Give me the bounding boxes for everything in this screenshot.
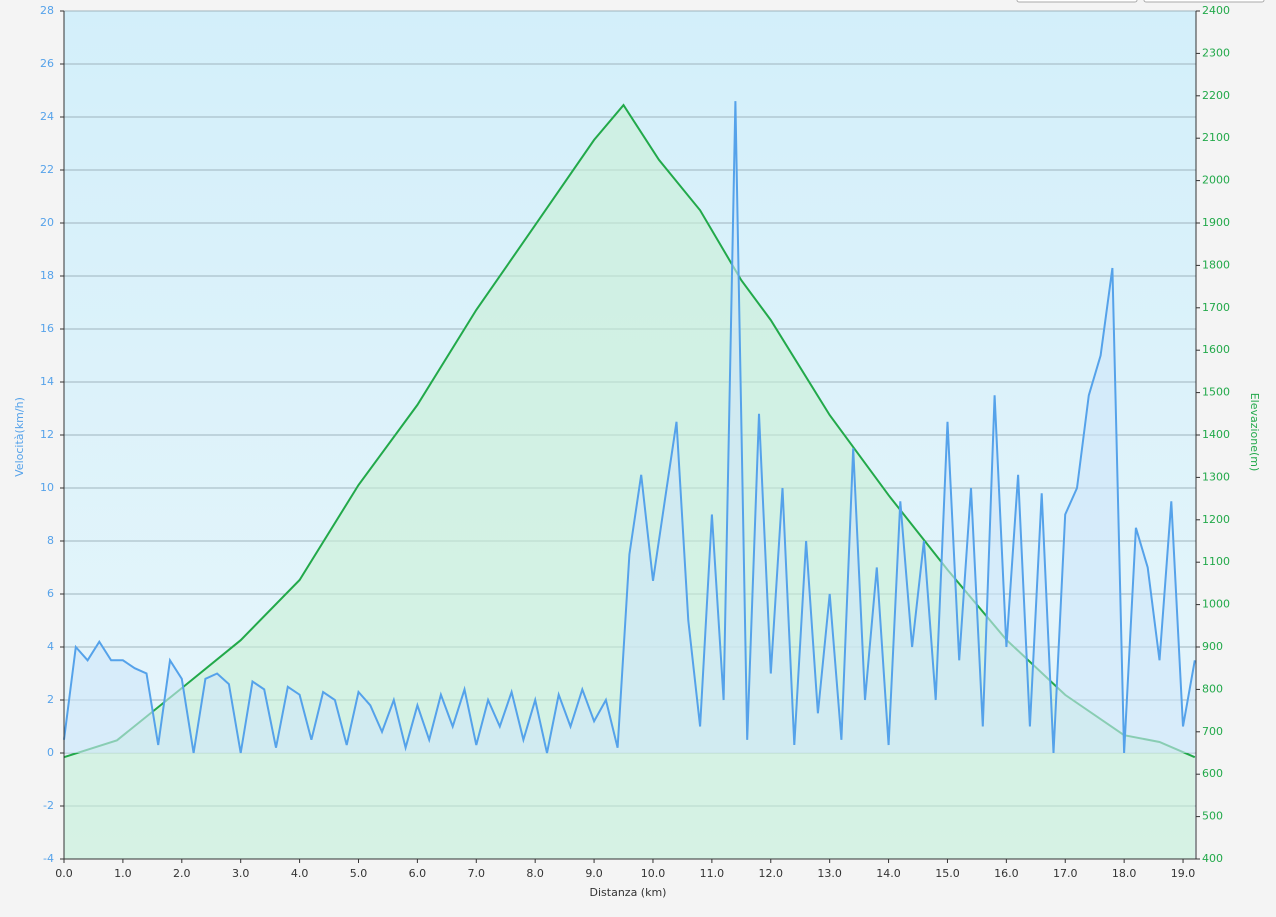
y2-tick-label: 1600 <box>1202 343 1230 356</box>
x-tick-label: 19.0 <box>1171 867 1196 880</box>
y-axis-title: Velocità(km/h) <box>13 397 26 477</box>
y-tick-label: 28 <box>40 4 54 17</box>
line <box>63 101 1196 754</box>
y-tick-label: 18 <box>40 269 54 282</box>
x-tick-label: 12.0 <box>759 867 784 880</box>
y-tick-label: 24 <box>40 110 54 123</box>
y-tick-label: 10 <box>40 481 54 494</box>
y-tick-label: 20 <box>40 216 54 229</box>
x-tick-label: 14.0 <box>876 867 901 880</box>
x-tick-label: 0.0 <box>55 867 73 880</box>
x-tick-label: 16.0 <box>994 867 1019 880</box>
y2-tick-label: 2000 <box>1202 174 1230 187</box>
y2-tick-label: 600 <box>1202 767 1223 780</box>
y2-tick-label: 2100 <box>1202 131 1230 144</box>
x-tick-label: 7.0 <box>468 867 486 880</box>
area <box>64 101 1195 754</box>
y2-tick-label: 1100 <box>1202 555 1230 568</box>
x-tick-label: 15.0 <box>935 867 960 880</box>
y-tick-label: 12 <box>40 428 54 441</box>
y2-axis-title: Elevazione(m) <box>1248 393 1261 472</box>
y2-tick-label: 800 <box>1202 682 1223 695</box>
y2-tick-label: 1800 <box>1202 258 1230 271</box>
y2-tick-label: 500 <box>1202 810 1223 823</box>
x-tick-label: 2.0 <box>173 867 191 880</box>
y-tick-label: 0 <box>47 746 54 759</box>
y2-tick-label: 2200 <box>1202 89 1230 102</box>
y-tick-label: 4 <box>47 640 54 653</box>
y-tick-label: -2 <box>43 799 54 812</box>
y2-tick-label: 2400 <box>1202 4 1230 17</box>
toolbar-button[interactable] <box>1143 0 1265 3</box>
x-tick-label: 13.0 <box>817 867 842 880</box>
y-tick-label: 2 <box>47 693 54 706</box>
toolbar-button[interactable] <box>1016 0 1138 3</box>
y2-tick-label: 1000 <box>1202 598 1230 611</box>
y-tick-label: 16 <box>40 322 54 335</box>
x-tick-label: 18.0 <box>1112 867 1137 880</box>
y-tick-label: 26 <box>40 57 54 70</box>
y2-tick-label: 400 <box>1202 852 1223 865</box>
x-tick-label: 10.0 <box>641 867 666 880</box>
y2-tick-label: 1300 <box>1202 470 1230 483</box>
x-tick-label: 3.0 <box>232 867 250 880</box>
y2-tick-label: 700 <box>1202 725 1223 738</box>
y2-tick-label: 1400 <box>1202 428 1230 441</box>
x-tick-label: 8.0 <box>526 867 544 880</box>
x-tick-label: 17.0 <box>1053 867 1078 880</box>
y2-tick-label: 1500 <box>1202 386 1230 399</box>
y-tick-label: 6 <box>47 587 54 600</box>
y2-tick-label: 1200 <box>1202 513 1230 526</box>
y2-tick-label: 900 <box>1202 640 1223 653</box>
y-tick-label: 8 <box>47 534 54 547</box>
x-tick-label: 11.0 <box>700 867 725 880</box>
x-tick-label: 4.0 <box>291 867 309 880</box>
y2-tick-label: 1700 <box>1202 301 1230 314</box>
y2-tick-label: 1900 <box>1202 216 1230 229</box>
y-tick-label: -4 <box>43 852 54 865</box>
y-tick-label: 22 <box>40 163 54 176</box>
x-axis-title: Distanza (km) <box>590 886 667 899</box>
y2-tick-label: 2300 <box>1202 46 1230 59</box>
x-tick-label: 5.0 <box>350 867 368 880</box>
x-tick-label: 9.0 <box>585 867 603 880</box>
y-tick-label: 14 <box>40 375 54 388</box>
x-tick-label: 1.0 <box>114 867 132 880</box>
x-tick-label: 6.0 <box>409 867 427 880</box>
